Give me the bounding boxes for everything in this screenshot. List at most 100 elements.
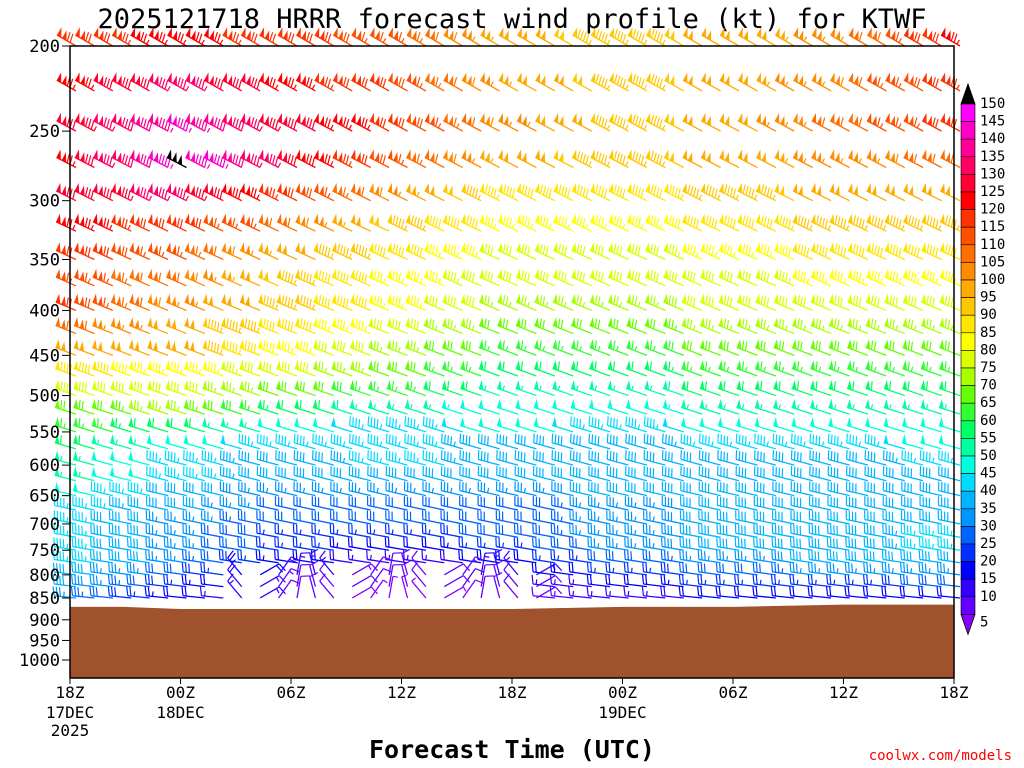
wind-barb: [902, 268, 924, 287]
wind-barb: [626, 317, 648, 335]
wind-barb: [422, 450, 445, 466]
wind-barb: [866, 242, 887, 261]
wind-barb: [71, 562, 95, 576]
wind-barb: [128, 434, 150, 450]
wind-barb: [184, 339, 206, 356]
wind-barb: [202, 317, 224, 335]
wind-barb: [918, 562, 942, 576]
wind-barb: [349, 379, 371, 397]
colorbar-segment: [960, 455, 976, 474]
wind-barb: [662, 360, 684, 377]
wind-barb: [330, 433, 353, 450]
wind-barb: [773, 379, 795, 397]
wind-barb: [645, 182, 666, 202]
wind-barb: [73, 416, 95, 433]
wind-barb: [589, 293, 611, 312]
wind-barb: [939, 293, 961, 312]
wind-barb: [700, 293, 721, 312]
wind-barb: [476, 537, 500, 551]
wind-barb: [461, 149, 482, 169]
wind-barb: [459, 466, 482, 482]
wind-barb: [368, 339, 390, 356]
wind-barb: [627, 27, 648, 47]
wind-barb: [442, 293, 463, 312]
wind-barb: [406, 27, 427, 47]
y-tick-label: 300: [29, 192, 60, 212]
wind-barb: [478, 416, 500, 433]
wind-barb: [462, 579, 485, 599]
wind-barb: [864, 433, 887, 450]
wind-barb: [680, 433, 703, 450]
wind-barb: [314, 112, 335, 132]
wind-barb: [167, 27, 187, 47]
wind-barb: [442, 149, 464, 169]
wind-barb: [681, 268, 703, 287]
wind-barb: [91, 434, 114, 450]
wind-barb: [789, 574, 813, 588]
wind-barb: [830, 27, 850, 47]
wind-barb: [903, 182, 924, 202]
wind-barb: [257, 398, 279, 415]
wind-barb: [441, 416, 463, 433]
wind-barb: [590, 112, 611, 132]
wind-barb: [202, 379, 224, 397]
wind-barb: [697, 586, 721, 599]
wind-barb: [423, 379, 445, 397]
wind-barb: [164, 466, 187, 482]
wind-barb: [275, 450, 298, 466]
wind-barb: [643, 450, 666, 466]
wind-barb: [734, 524, 758, 538]
wind-barb: [90, 510, 113, 525]
colorbar-segment: [960, 473, 976, 492]
wind-barb: [718, 242, 740, 261]
wind-barb: [222, 27, 243, 47]
wind-barb: [826, 562, 850, 576]
wind-barb: [937, 510, 961, 525]
wind-barb: [900, 524, 924, 538]
wind-barb: [589, 317, 611, 335]
wind-barb: [681, 379, 703, 397]
wind-barb: [386, 379, 408, 397]
wind-barb: [663, 182, 685, 202]
wind-barb: [276, 213, 298, 232]
wind-barb: [716, 537, 740, 551]
wind-barb: [332, 112, 353, 132]
colorbar-label: 80: [980, 342, 997, 358]
wind-barb: [73, 317, 95, 335]
wind-barb: [497, 293, 519, 312]
wind-barb: [623, 562, 648, 576]
wind-barb: [845, 510, 869, 525]
wind-barb: [661, 466, 684, 482]
wind-barb: [624, 466, 648, 482]
wind-barb: [608, 268, 629, 287]
wind-barb: [294, 379, 316, 397]
wind-barb: [313, 149, 335, 169]
wind-barb: [182, 496, 206, 511]
wind-barb: [570, 379, 592, 397]
wind-barb: [351, 575, 378, 588]
wind-barb: [258, 213, 279, 232]
wind-barb: [866, 182, 887, 202]
wind-barb: [809, 398, 832, 415]
wind-barb: [734, 562, 758, 576]
wind-barb: [660, 574, 684, 588]
wind-barb: [678, 574, 703, 588]
wind-barb: [939, 339, 961, 356]
wind-barb: [643, 481, 666, 497]
wind-barb: [221, 213, 243, 232]
wind-barb: [294, 398, 316, 415]
wind-barb: [882, 524, 905, 538]
wind-barb: [809, 416, 832, 433]
wind-barb: [221, 182, 243, 202]
wind-barb: [460, 317, 482, 335]
wind-barb: [313, 268, 335, 287]
wind-barb: [54, 434, 77, 450]
wind-barb: [700, 242, 721, 261]
wind-barb: [460, 293, 482, 312]
wind-barb: [368, 379, 390, 397]
wind-barb: [421, 537, 445, 551]
wind-barb: [719, 149, 740, 169]
wind-barb: [126, 586, 150, 599]
wind-barb: [771, 510, 795, 525]
wind-barb: [183, 398, 206, 415]
